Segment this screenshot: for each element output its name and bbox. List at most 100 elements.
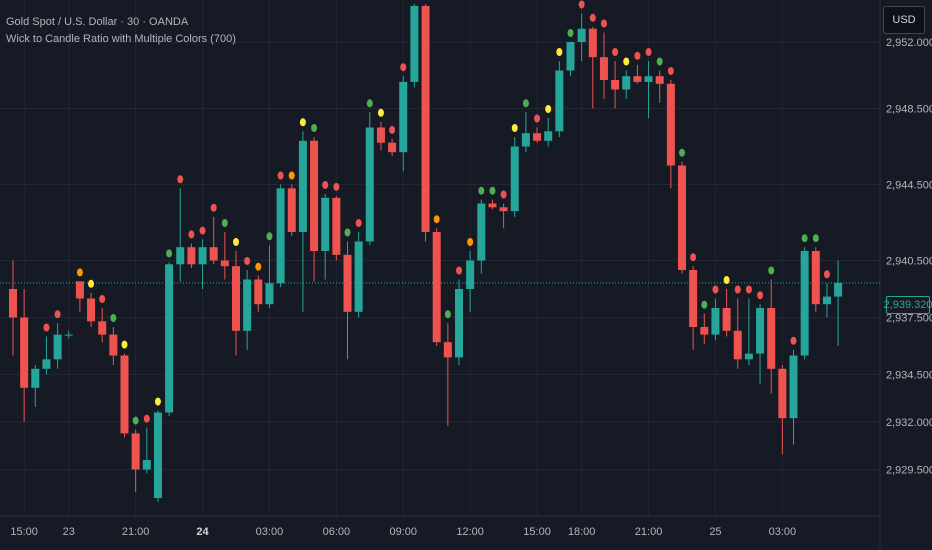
wick-ratio-dot <box>823 270 830 279</box>
wick-ratio-dot <box>322 181 329 189</box>
candle-body <box>287 188 296 232</box>
wick-ratio-dot <box>634 51 641 60</box>
candle <box>622 70 631 99</box>
candle-body <box>254 279 263 305</box>
candle-body <box>678 165 686 270</box>
candle <box>287 184 296 236</box>
candle <box>176 188 185 282</box>
wick-ratio-dot <box>511 124 518 132</box>
candle <box>254 275 263 312</box>
candle <box>822 283 831 318</box>
candle <box>232 251 240 356</box>
candle <box>131 429 140 493</box>
candle-body <box>64 334 73 336</box>
wick-ratio-dot <box>333 182 340 191</box>
candle-body <box>722 308 731 331</box>
candle <box>510 137 519 217</box>
candle <box>789 349 798 445</box>
candle-body <box>198 247 207 265</box>
candle <box>633 64 642 84</box>
candle <box>544 118 553 147</box>
wick-ratio-dot <box>701 300 708 309</box>
wick-ratio-dot <box>734 285 741 294</box>
wick-ratio-dot <box>578 0 585 9</box>
candle <box>265 245 274 308</box>
candle-body <box>31 368 40 388</box>
price-tick-label: 2,940.500 <box>886 256 932 268</box>
wick-ratio-dot <box>690 253 697 262</box>
candle-body <box>421 5 430 233</box>
candle <box>20 289 29 422</box>
candle-body <box>789 355 798 419</box>
wick-ratio-dot <box>244 257 251 265</box>
time-tick-label: 09:00 <box>389 526 417 538</box>
candle <box>388 138 397 156</box>
candle-body <box>521 133 530 147</box>
candle-body <box>98 321 107 335</box>
candle <box>243 270 252 350</box>
wick-ratio-dot <box>266 232 273 241</box>
wick-ratio-dot <box>801 234 808 243</box>
time-tick-label: 06:00 <box>323 526 351 538</box>
time-tick-label: 24 <box>196 526 209 538</box>
candle-body <box>265 283 274 305</box>
wick-ratio-dot <box>377 108 384 117</box>
candle <box>399 76 408 172</box>
candle-body <box>432 232 441 343</box>
candle <box>689 266 698 350</box>
candle <box>276 184 285 288</box>
candle-body <box>87 298 96 322</box>
candle <box>811 247 820 312</box>
time-axis[interactable]: 15:00 23 21:00 24 03:00 06:00 09:00 12:00 15:00 1… <box>10 526 796 538</box>
candle <box>432 228 441 346</box>
candle-body <box>622 76 631 90</box>
candle-body <box>443 342 452 358</box>
candle <box>666 80 675 189</box>
candle-body <box>533 133 542 141</box>
candle <box>611 61 620 109</box>
candle-body <box>75 281 84 299</box>
candle <box>87 292 96 327</box>
candle-body <box>510 146 519 212</box>
candle <box>165 262 174 417</box>
wick-ratio-dot <box>355 219 362 227</box>
candle <box>800 247 809 360</box>
candle-body <box>20 317 29 388</box>
wick-ratio-dot <box>88 279 95 288</box>
time-tick-label: 18:00 <box>568 526 596 538</box>
candle <box>455 279 463 365</box>
wick-ratio-dot <box>623 57 630 66</box>
candle-body <box>232 266 240 331</box>
wick-ratio-dot <box>534 114 541 123</box>
wick-ratio-dot <box>233 238 239 246</box>
candle-body <box>120 355 129 434</box>
candle <box>298 131 307 312</box>
candle <box>566 42 575 77</box>
wick-ratio-dot <box>600 19 607 28</box>
symbol-title[interactable]: Gold Spot / U.S. Dollar · 30 · OANDA <box>6 16 189 28</box>
wick-ratio-dot <box>667 67 674 75</box>
price-tick-label: 2,929.500 <box>886 465 932 477</box>
wick-ratio-dot <box>110 314 117 322</box>
currency-button[interactable]: USD <box>883 6 925 34</box>
candle <box>321 194 330 280</box>
wick-ratio-dot <box>54 310 61 319</box>
wick-ratio-dot <box>299 118 306 127</box>
candle <box>310 137 319 282</box>
wick-ratio-dot <box>790 336 797 345</box>
candle-body <box>42 359 51 369</box>
price-axis[interactable]: 2,929.500 2,932.000 2,934.500 2,937.500 2,94… <box>886 37 932 477</box>
wick-ratio-dot <box>288 171 295 180</box>
candle <box>577 13 586 61</box>
wick-ratio-dot <box>221 219 228 227</box>
wick-ratio-dot <box>177 175 184 184</box>
wick-ratio-dot <box>478 186 485 195</box>
candle-body <box>455 289 463 358</box>
wick-ratio-dot <box>645 48 652 56</box>
indicator-title[interactable]: Wick to Candle Ratio with Multiple Color… <box>6 33 236 45</box>
price-tick-label: 2,944.500 <box>886 180 932 192</box>
last-price-label: 2,939.320 <box>884 296 932 314</box>
time-tick-label: 03:00 <box>256 526 284 538</box>
candle <box>477 199 486 274</box>
